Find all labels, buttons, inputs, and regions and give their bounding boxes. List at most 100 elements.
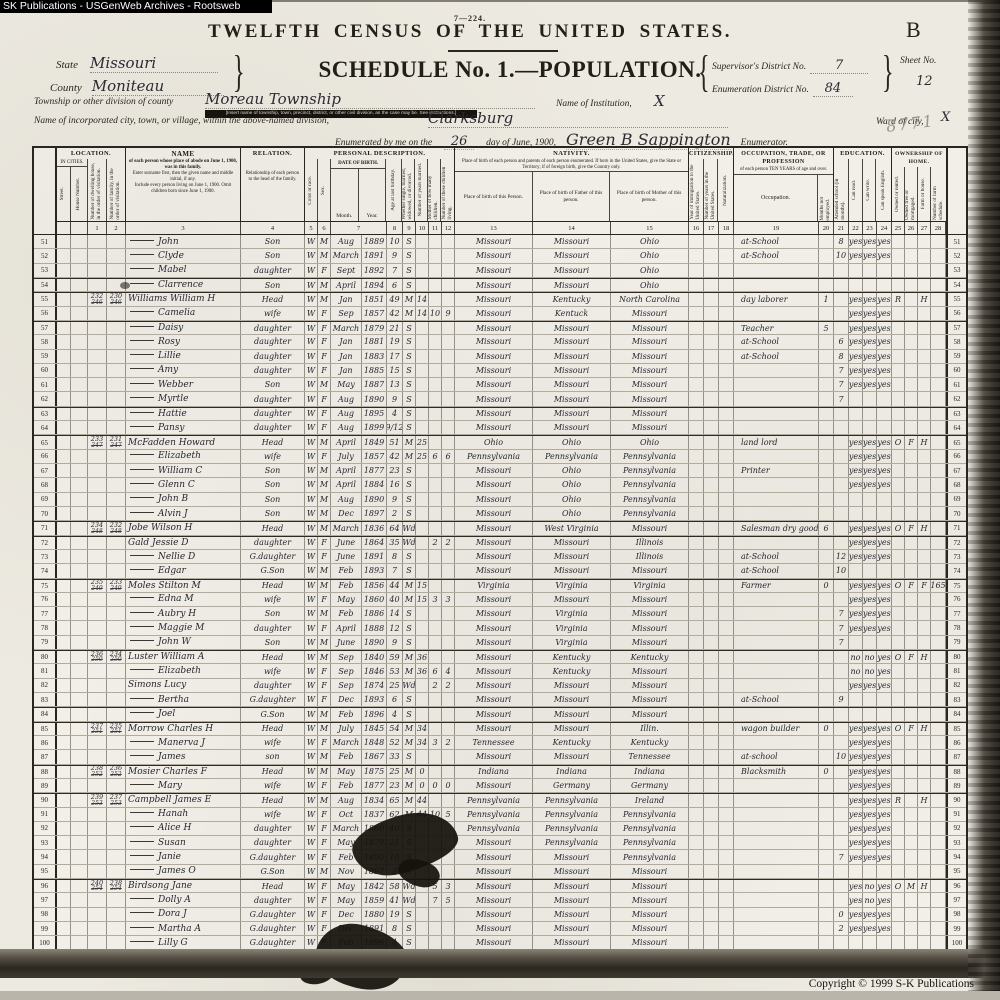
cell-children-living (442, 794, 455, 807)
cell-can-write: yes (863, 349, 877, 363)
cell-can-write (863, 936, 877, 950)
cell-sex: F (318, 893, 331, 907)
column-number-cell: 7 (331, 222, 387, 234)
col-speaks-english: Can speak English. (880, 170, 886, 211)
cell-street (57, 635, 71, 650)
cell-free-mortgaged (905, 635, 918, 650)
cell-name: Dora J (126, 907, 241, 921)
cell-marital-status: S (403, 249, 416, 263)
col-color-race: Color or race. (305, 159, 318, 222)
cell-occupation (734, 506, 819, 521)
group-nativity: NATIVITY. Place of birth of each person … (455, 148, 689, 222)
cell-street (57, 664, 71, 678)
cell-color-race: W (305, 651, 318, 664)
cell-name: Morrow Charles H (126, 722, 241, 735)
row-number-left: 75 (34, 579, 57, 592)
col-occupation: Occupation. (734, 174, 819, 222)
cell-can-read: yes (849, 293, 863, 306)
cell-immigration-year (689, 735, 704, 750)
cell-dwelling-number (88, 392, 107, 406)
cell-birthplace-mother: Pennsylvania (611, 836, 689, 850)
col-months-not-employed: Months not employed. (819, 196, 831, 221)
cell-marital-status: M (403, 794, 416, 807)
cell-birthplace-person: Missouri (455, 836, 533, 850)
cell-farm-schedule (931, 735, 946, 750)
cell-birthplace-person: Missouri (455, 349, 533, 363)
cell-street (57, 907, 71, 921)
cell-relation: Son (241, 249, 305, 263)
cell-family-number: 231 247 (107, 436, 126, 449)
cell-age: 15 (387, 363, 403, 378)
cell-immigration-year (689, 278, 704, 292)
cell-years-in-us (704, 708, 719, 721)
cell-owned-rented: O (892, 722, 905, 735)
cell-age: 33 (387, 750, 403, 764)
cell-can-write (863, 708, 877, 721)
cell-age: 12 (387, 621, 403, 635)
cell-house-number (71, 335, 88, 349)
cell-age: 16 (387, 478, 403, 492)
cell-months-not-employed (819, 778, 834, 793)
cell-color-race: W (305, 635, 318, 650)
cell-farm-or-house: H (918, 293, 931, 306)
cell-months-not-employed (819, 278, 834, 292)
row-number-right: 96 (946, 880, 966, 893)
cell-name: Dolly A (126, 893, 241, 907)
column-number-cell: 2 (107, 222, 126, 234)
cell-farm-schedule (931, 363, 946, 378)
cell-age: 19 (387, 335, 403, 349)
cell-house-number (71, 635, 88, 650)
cell-name: Mosier Charles F (126, 765, 241, 778)
row-number-right: 66 (946, 449, 966, 463)
cell-farm-schedule (931, 880, 946, 893)
cell-can-write: yes (863, 536, 877, 549)
relation-note: Relationship of each person to the head … (245, 171, 300, 182)
cell-can-read: yes (849, 592, 863, 607)
cell-birthplace-father: Missouri (533, 536, 611, 549)
cell-naturalization (719, 392, 734, 406)
cell-mother-of-children (429, 564, 442, 578)
row-number-right: 74 (946, 564, 966, 578)
cell-farm-or-house: H (918, 436, 931, 449)
cell-can-read (849, 564, 863, 578)
cell-can-write: yes (863, 522, 877, 535)
cell-sex: F (318, 850, 331, 864)
cell-dwelling-number (88, 506, 107, 521)
cell-sex: M (318, 564, 331, 578)
cell-farm-schedule (931, 464, 946, 478)
cell-house-number (71, 522, 88, 535)
row-number-right: 71 (946, 522, 966, 535)
row-number-left: 62 (34, 392, 57, 406)
cell-free-mortgaged (905, 478, 918, 492)
cell-age: 53 (387, 664, 403, 678)
cell-birth-year: 1851 (362, 293, 387, 306)
cell-family-number (107, 907, 126, 921)
row-number-left: 79 (34, 635, 57, 650)
cell-dwelling-number (88, 235, 107, 249)
cell-age: 9 (387, 635, 403, 650)
cell-attended-school (834, 536, 849, 549)
cell-farm-schedule (931, 293, 946, 306)
col-dwelling-number: Number of dwelling house, in the order o… (88, 159, 107, 222)
cell-months-not-employed (819, 922, 834, 936)
cell-farm-schedule (931, 765, 946, 778)
cell-years-in-us (704, 421, 719, 435)
cell-years-married (416, 407, 429, 421)
cell-birthplace-father: Missouri (533, 278, 611, 292)
cell-birthplace-mother: Pennsylvania (611, 807, 689, 821)
cell-immigration-year (689, 478, 704, 492)
cell-farm-schedule (931, 722, 946, 735)
cell-immigration-year (689, 464, 704, 478)
cell-children-living (442, 249, 455, 263)
cell-birthplace-person: Missouri (455, 306, 533, 320)
cell-name: Clyde (126, 249, 241, 263)
cell-birth-month: Feb (331, 607, 362, 621)
cell-farm-or-house (918, 492, 931, 506)
cell-immigration-year (689, 421, 704, 435)
cell-house-number (71, 579, 88, 592)
cell-marital-status: S (403, 278, 416, 292)
cell-years-married (416, 922, 429, 936)
row-number-left: 93 (34, 836, 57, 850)
cell-farm-or-house: H (918, 522, 931, 535)
cell-occupation: Farmer (734, 579, 819, 592)
